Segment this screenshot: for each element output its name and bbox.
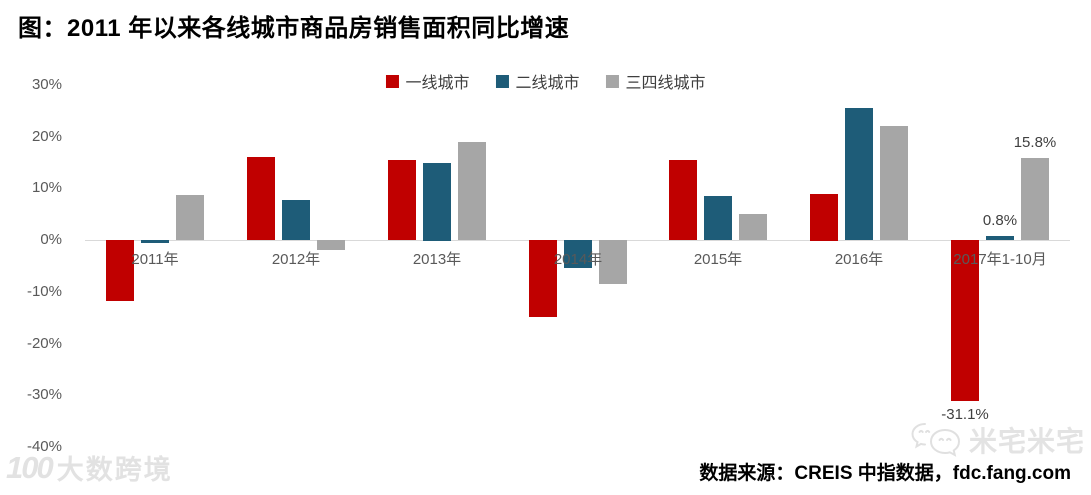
bar-tier2-2015年 [704, 196, 732, 240]
y-axis-tick-label: 30% [31, 76, 62, 93]
legend-item-tier1: 一线城市 [385, 69, 469, 93]
dashukuajing-logo-icon: 100 [6, 449, 54, 485]
data-source: 数据来源：CREIS 中指数据，fdc.fang.com [699, 463, 1071, 484]
bar-tier2-2013年 [423, 163, 451, 241]
legend-item-tier34: 三四线城市 [605, 69, 706, 93]
legend-swatch-tier2-icon [495, 74, 509, 88]
y-axis-tick-label: -40% [26, 438, 62, 455]
chat-bubbles-icon [911, 423, 960, 457]
watermark-left: 100 大数跨境 [6, 448, 173, 487]
bar-tier34-2013年 [458, 142, 486, 240]
bar-tier34-2017年1-10月 [1021, 158, 1049, 240]
y-axis-tick-label: -10% [26, 283, 62, 300]
bar-tier1-2017年1-10月 [951, 240, 979, 401]
bar-tier2-2014年 [564, 240, 592, 268]
chart-title: 图：2011 年以来各线城市商品房销售面积同比增速 [18, 15, 570, 42]
y-axis-tick-label: -30% [26, 386, 62, 403]
y-axis-tick-label: 10% [31, 179, 62, 196]
watermark-left-text: 大数跨境 [56, 455, 173, 485]
data-label-tier34: 15.8% [1013, 134, 1057, 151]
legend-label-tier1: 一线城市 [405, 75, 470, 92]
bar-tier1-2016年 [810, 194, 838, 241]
legend-label-tier2: 二线城市 [515, 75, 580, 92]
bar-tier2-2017年1-10月 [986, 236, 1014, 240]
bar-tier34-2014年 [599, 240, 627, 284]
bar-tier1-2015年 [669, 160, 697, 240]
bar-tier34-2012年 [317, 240, 345, 250]
y-axis-tick-label: 0% [40, 231, 62, 248]
x-axis-label: 2014年 [553, 251, 603, 268]
y-axis-tick-label: 20% [31, 128, 62, 145]
bar-tier1-2013年 [388, 160, 416, 240]
x-axis-label: 2011年 [131, 251, 179, 268]
legend-swatch-tier1-icon [385, 74, 399, 88]
x-axis-label: 2013年 [412, 251, 462, 268]
bar-tier2-2016年 [845, 108, 873, 240]
watermark-right-text: 米宅米宅 [968, 426, 1085, 457]
x-axis-label: 2016年 [834, 251, 884, 268]
bar-tier34-2015年 [739, 214, 767, 240]
bar-tier34-2016年 [880, 126, 908, 240]
bar-tier34-2011年 [176, 195, 204, 240]
legend-label-tier34: 三四线城市 [625, 75, 706, 92]
chart-legend: 一线城市 二线城市 三四线城市 [385, 69, 706, 93]
y-axis-tick-label: -20% [26, 335, 62, 352]
x-axis-label: 2015年 [693, 251, 743, 268]
bar-tier1-2014年 [529, 240, 557, 317]
data-label-tier2: 0.8% [982, 212, 1018, 229]
x-axis-label: 2017年1-10月 [953, 251, 1047, 268]
data-label-tier1: -31.1% [941, 406, 989, 423]
x-axis-label: 2012年 [271, 251, 321, 268]
legend-swatch-tier34-icon [605, 74, 619, 88]
bar-tier2-2011年 [141, 240, 169, 243]
bar-tier2-2012年 [282, 200, 310, 240]
legend-item-tier2: 二线城市 [495, 69, 580, 93]
bar-tier1-2011年 [106, 240, 134, 301]
watermark-right: 米宅米宅 [908, 420, 1085, 460]
bar-tier1-2012年 [247, 157, 275, 240]
